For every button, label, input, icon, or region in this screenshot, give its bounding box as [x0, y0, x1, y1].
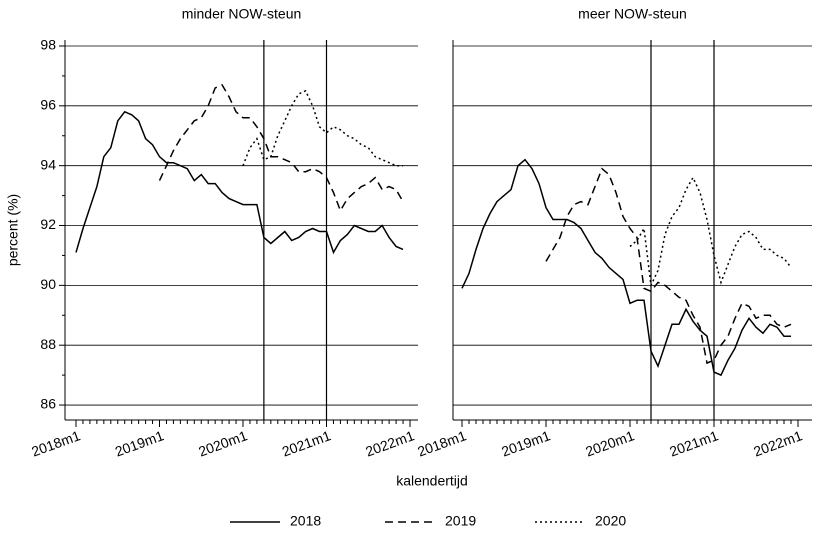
- series-line: 2020: [629, 175, 792, 289]
- x-tick-label: 2021m1: [280, 427, 333, 459]
- x-tick-label: 2022m1: [363, 427, 416, 459]
- panel-title: minder NOW-steun: [182, 6, 302, 22]
- series-line: 2019: [545, 167, 792, 365]
- y-tick-label: 98: [40, 37, 56, 53]
- x-tick-label: 2020m1: [196, 427, 249, 459]
- x-tick-label: 2021m1: [667, 427, 720, 459]
- y-tick-label: 86: [40, 396, 56, 412]
- x-tick-label: 2018m1: [415, 427, 468, 459]
- y-tick-label: 92: [40, 216, 56, 232]
- panel-title: meer NOW-steun: [578, 6, 687, 22]
- x-tick-label: 2018m1: [29, 427, 82, 459]
- series-line: [158, 83, 404, 213]
- x-axis-label: kalendertijd: [396, 473, 468, 489]
- y-axis-label: percent (%): [5, 194, 21, 266]
- legend-label: 2020: [595, 513, 626, 529]
- x-tick-label: 2019m1: [113, 427, 166, 459]
- x-tick-label: 2020m1: [583, 427, 636, 459]
- series-line: [75, 110, 404, 255]
- x-tick-label: 2022m1: [751, 427, 804, 459]
- legend-label: 2018: [290, 513, 321, 529]
- y-tick-label: 94: [40, 156, 56, 172]
- y-tick-label: 88: [40, 336, 56, 352]
- x-tick-label: 2019m1: [499, 427, 552, 459]
- series-line: [242, 89, 403, 167]
- y-tick-label: 90: [40, 276, 56, 292]
- series-line: 2018: [461, 158, 791, 377]
- y-tick-label: 96: [40, 97, 56, 113]
- legend-label: 2019: [445, 513, 476, 529]
